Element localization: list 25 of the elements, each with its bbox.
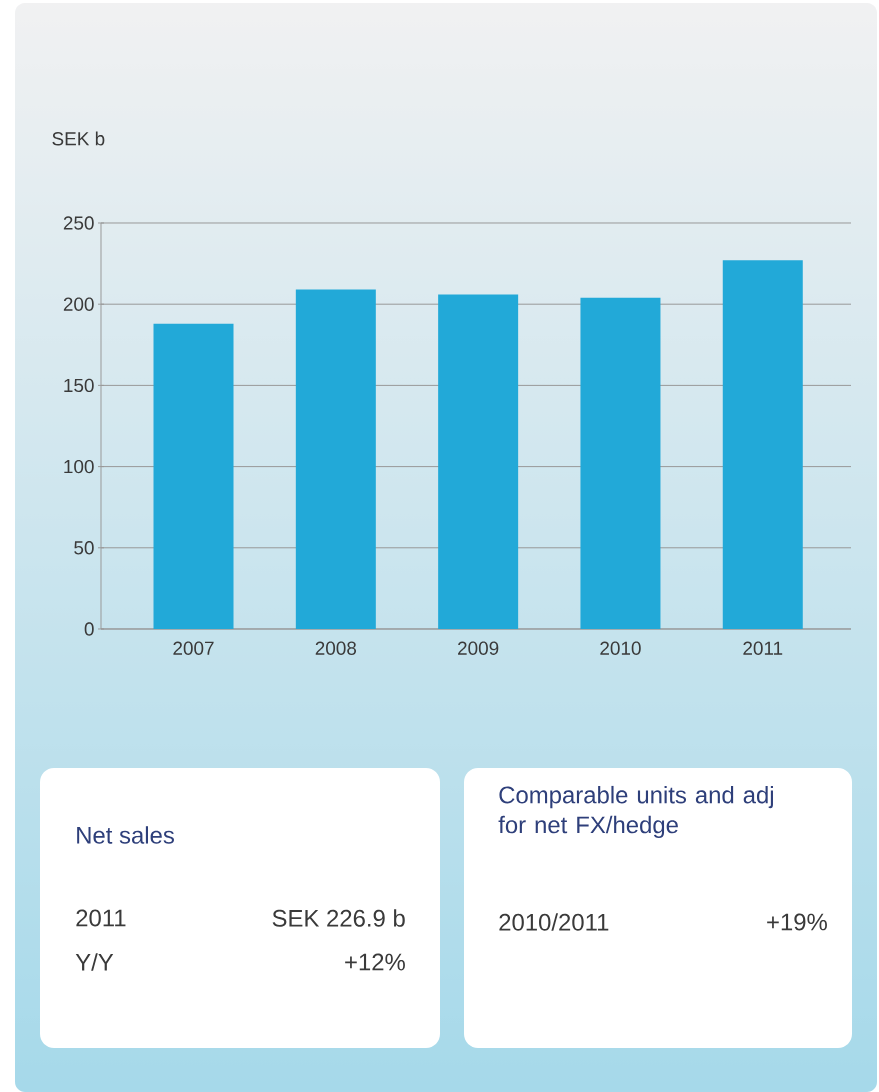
text: Net sales: [77, 826, 174, 844]
text: SEK 226.9 b: [272, 909, 405, 927]
y-tick-label: 250: [63, 216, 94, 230]
text: Comparable units and adj for net FX/hedge: [498, 785, 773, 839]
x-tick-label: 2010: [600, 641, 641, 655]
bar: [438, 294, 519, 629]
bar: [153, 323, 234, 629]
x-tick-label: 2008: [315, 641, 357, 655]
y-tick-label: 50: [74, 541, 94, 555]
y-tick-label: 0: [84, 622, 94, 636]
text: 2010/2011: [499, 913, 609, 931]
bar: [722, 260, 803, 629]
x-tick-label: 2007: [173, 641, 214, 655]
x-tick-label: 2011: [743, 641, 783, 655]
y-tick-label: 200: [63, 297, 94, 311]
text: +12%: [345, 953, 405, 971]
bar: [580, 297, 661, 629]
y-tick-label: 100: [64, 459, 94, 474]
bar: [295, 289, 376, 629]
text: 2011: [76, 909, 126, 927]
text: +19%: [767, 913, 827, 931]
y-axis-title: SEK b: [52, 131, 105, 146]
x-tick-label: 2009: [458, 641, 499, 655]
text: Y/Y: [75, 953, 114, 971]
y-tick-label: 150: [64, 378, 94, 393]
